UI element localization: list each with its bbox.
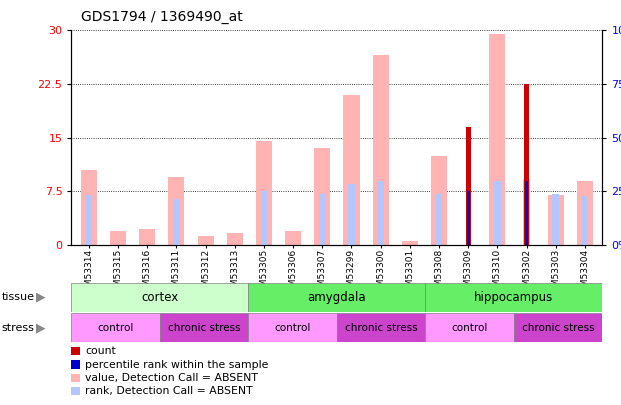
Bar: [466, 127, 471, 245]
Bar: [337, 313, 425, 342]
Bar: [285, 231, 301, 245]
Bar: [582, 196, 588, 245]
Bar: [467, 192, 469, 245]
Bar: [71, 283, 248, 312]
Bar: [248, 313, 337, 342]
Bar: [514, 313, 602, 342]
Bar: [489, 34, 505, 245]
Text: control: control: [274, 323, 311, 333]
Bar: [81, 170, 97, 245]
Text: amygdala: amygdala: [307, 291, 366, 304]
Bar: [553, 194, 559, 245]
Bar: [86, 195, 92, 245]
Bar: [525, 181, 528, 245]
Bar: [425, 283, 602, 312]
Bar: [248, 283, 425, 312]
Text: value, Detection Call = ABSENT: value, Detection Call = ABSENT: [85, 373, 258, 383]
Text: control: control: [97, 323, 134, 333]
Bar: [110, 231, 126, 245]
Text: cortex: cortex: [142, 291, 178, 304]
Text: chronic stress: chronic stress: [522, 323, 594, 333]
Text: tissue: tissue: [2, 292, 35, 302]
Bar: [548, 195, 564, 245]
Bar: [71, 313, 160, 342]
Bar: [319, 194, 325, 245]
Text: rank, Detection Call = ABSENT: rank, Detection Call = ABSENT: [85, 386, 253, 396]
Bar: [577, 181, 593, 245]
Text: control: control: [451, 323, 488, 333]
Text: chronic stress: chronic stress: [168, 323, 240, 333]
Text: chronic stress: chronic stress: [345, 323, 417, 333]
Bar: [524, 84, 529, 245]
Bar: [261, 192, 267, 245]
Bar: [425, 313, 514, 342]
Bar: [373, 55, 389, 245]
Text: ▶: ▶: [36, 321, 45, 334]
Bar: [314, 149, 330, 245]
Bar: [256, 141, 272, 245]
Bar: [348, 184, 355, 245]
Bar: [378, 181, 384, 245]
Bar: [431, 156, 447, 245]
Bar: [227, 233, 243, 245]
Bar: [173, 198, 179, 245]
Bar: [197, 237, 214, 245]
Bar: [160, 313, 248, 342]
Text: percentile rank within the sample: percentile rank within the sample: [85, 360, 268, 369]
Bar: [168, 177, 184, 245]
Bar: [436, 194, 442, 245]
Bar: [139, 228, 155, 245]
Text: stress: stress: [2, 323, 35, 333]
Text: ▶: ▶: [36, 291, 45, 304]
Bar: [524, 179, 530, 245]
Bar: [343, 95, 360, 245]
Text: hippocampus: hippocampus: [474, 291, 553, 304]
Bar: [494, 181, 501, 245]
Text: count: count: [85, 346, 116, 356]
Text: GDS1794 / 1369490_at: GDS1794 / 1369490_at: [81, 10, 242, 24]
Bar: [402, 241, 418, 245]
